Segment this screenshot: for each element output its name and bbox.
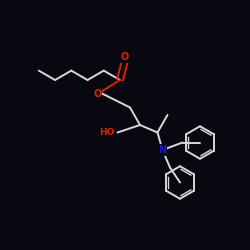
Text: HO: HO bbox=[100, 128, 115, 137]
Text: O: O bbox=[94, 89, 102, 99]
Text: O: O bbox=[121, 52, 129, 62]
Text: N: N bbox=[158, 145, 166, 155]
